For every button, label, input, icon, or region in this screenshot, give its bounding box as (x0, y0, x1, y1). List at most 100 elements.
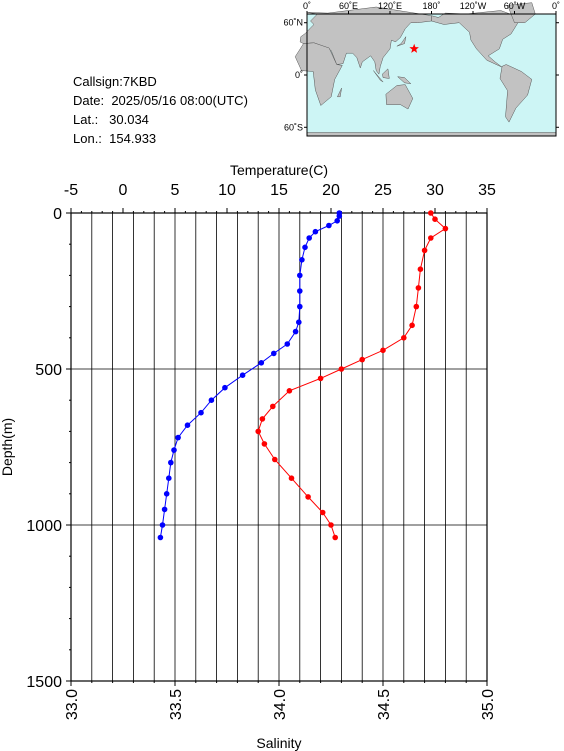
salinity-tick-label: 33.5 (168, 689, 185, 720)
lat-line: Lat.: 30.034 (73, 110, 248, 129)
map-landmass (499, 64, 533, 123)
map-lon-tick-label: 0˚ (303, 1, 311, 11)
date-value: 2025/05/16 08:00(UTC) (111, 93, 248, 108)
map-landmass (306, 132, 557, 137)
temperature-data-point (161, 506, 168, 513)
temperature-tick-label: 10 (218, 182, 236, 199)
salinity-data-point (288, 475, 295, 482)
salinity-axis-label: Salinity (256, 735, 301, 751)
map-landmass (396, 76, 412, 85)
salinity-tick-label: 33.0 (64, 689, 81, 720)
temperature-tick-label: 30 (426, 182, 444, 199)
salinity-data-point (417, 266, 424, 273)
map-lon-tick-label: 0˚ (552, 1, 560, 11)
salinity-data-point (338, 366, 345, 372)
temperature-axis-label: Temperature(C) (230, 162, 328, 178)
map-lon-tick-label: 60˚E (339, 1, 358, 11)
salinity-data-point (415, 285, 422, 291)
temperature-profile-line (159, 213, 340, 538)
temperature-data-point (292, 328, 299, 335)
map-landmass (373, 70, 384, 83)
temperature-data-point (326, 222, 332, 229)
lon-value: 154.933 (109, 131, 157, 146)
salinity-data-point (442, 225, 449, 232)
salinity-data-point (401, 335, 407, 341)
temperature-data-point (271, 350, 277, 357)
temperature-data-point (198, 409, 204, 416)
salinity-profile-line (257, 212, 447, 538)
temperature-data-point (166, 475, 172, 482)
lat-label: Lat.: (73, 112, 99, 127)
temperature-data-point (208, 397, 215, 404)
depth-tick-label: 1500 (26, 674, 62, 691)
temperature-data-point (334, 218, 341, 224)
temperature-data-point (184, 422, 191, 429)
map-lon-tick-label: 120˚W (460, 1, 487, 11)
date-label: Date: (73, 93, 105, 108)
station-marker-icon (409, 43, 419, 53)
temperature-tick-label: 20 (322, 182, 340, 199)
temperature-data-point (302, 244, 308, 251)
map-lat-tick-label: 0˚ (295, 70, 303, 80)
salinity-data-point (380, 347, 386, 354)
temperature-tick-label: 35 (478, 182, 496, 199)
map-landmass (382, 68, 390, 79)
map-lon-tick-label: 120˚E (378, 1, 402, 11)
map-landmass (507, 2, 536, 23)
temperature-data-point (297, 272, 303, 279)
temperature-tick-label: 5 (171, 182, 180, 199)
lon-line: Lon.: 154.933 (73, 129, 248, 148)
salinity-data-point (255, 428, 261, 435)
temperature-data-point (163, 491, 170, 497)
salinity-tick-label: 34.5 (376, 689, 393, 720)
temperature-data-point (171, 447, 177, 453)
salinity-data-point (259, 416, 266, 422)
temperature-data-point (312, 228, 319, 235)
salinity-tick-label: 35.0 (480, 689, 497, 720)
temperature-data-point (336, 213, 343, 219)
temperature-data-point (159, 522, 166, 528)
temperature-tick-label: -5 (64, 182, 78, 199)
salinity-data-point (428, 235, 434, 241)
salinity-data-point (328, 522, 334, 528)
map-lat-tick-label: 60˚S (284, 122, 303, 132)
salinity-data-point (359, 356, 366, 363)
map-landmass (396, 36, 407, 47)
depth-axis-label: Depth(m) (0, 418, 15, 476)
temperature-data-point (239, 372, 246, 379)
map-landmass (431, 10, 519, 68)
temperature-data-point (157, 534, 164, 541)
salinity-data-point (413, 303, 420, 310)
temperature-data-point (168, 459, 174, 466)
lat-value: 30.034 (109, 112, 149, 127)
temperature-data-point (299, 257, 305, 263)
map-lon-tick-label: 180˚ (422, 1, 440, 11)
map-landmass (385, 84, 414, 110)
salinity-data-point (286, 388, 293, 394)
salinity-data-point (432, 216, 438, 222)
temperature-data-point (296, 319, 302, 326)
temperature-data-point (297, 303, 303, 310)
lon-label: Lon.: (73, 131, 102, 146)
callsign-line: Callsign:7KBD (73, 72, 248, 91)
callsign-label: Callsign: (73, 74, 123, 89)
depth-tick-label: 0 (53, 206, 62, 223)
temperature-data-point (258, 360, 265, 366)
salinity-data-point (272, 456, 278, 463)
temperature-data-point (284, 341, 291, 347)
salinity-data-point (332, 534, 339, 541)
salinity-data-point (305, 494, 311, 500)
salinity-data-point (428, 210, 434, 216)
station-info: Callsign:7KBD Date: 2025/05/16 08:00(UTC… (73, 72, 248, 148)
salinity-tick-label: 34.0 (272, 689, 289, 720)
date-line: Date: 2025/05/16 08:00(UTC) (73, 91, 248, 110)
map-lon-tick-label: 60˚W (504, 1, 526, 11)
temperature-tick-label: 0 (119, 182, 128, 199)
salinity-data-point (261, 441, 268, 447)
salinity-data-point (409, 322, 415, 329)
temperature-data-point (297, 288, 303, 294)
temperature-data-point (222, 384, 228, 391)
temperature-tick-label: 15 (270, 182, 288, 199)
map-lat-tick-label: 60˚N (283, 18, 303, 28)
